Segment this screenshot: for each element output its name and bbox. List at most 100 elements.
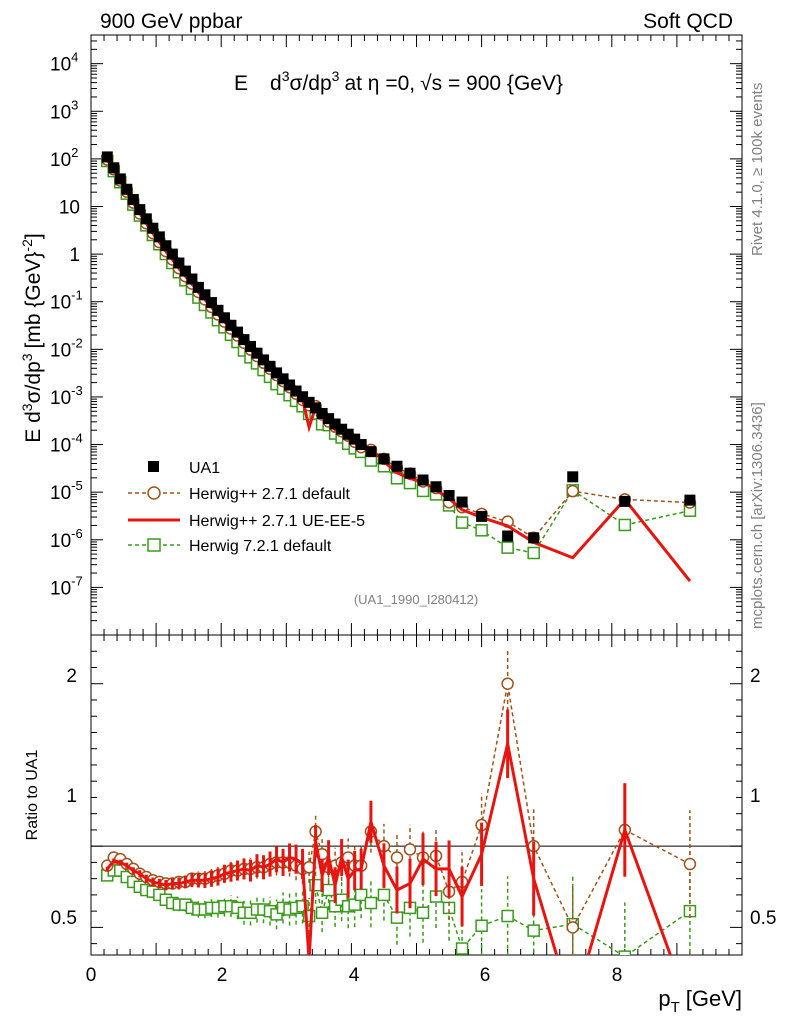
ratio-marker-h7-default: [527, 924, 540, 937]
marker-hpp-default: [566, 484, 579, 498]
data-point-ua1: [316, 407, 328, 419]
y-tick-label: 10-7: [50, 573, 83, 599]
data-point-ua1: [336, 423, 348, 435]
header-left: 900 GeV ppbar: [100, 10, 242, 33]
ratio-y-axis-title: Ratio to UA1: [24, 750, 41, 841]
data-point-ua1: [297, 391, 309, 403]
ratio-marker-h7-default: [618, 950, 632, 955]
data-point-ua1: [114, 173, 126, 185]
data-point-ua1: [342, 428, 354, 440]
data-point-ua1: [303, 396, 315, 408]
data-point-ua1: [212, 304, 224, 316]
ratio-marker-hpp-default: [566, 921, 579, 934]
data-point-ua1: [205, 297, 217, 309]
marker-h7-default: [618, 518, 632, 532]
y-tick-label-exponent: -6: [71, 526, 83, 541]
x-axis-title-sub: T: [671, 999, 680, 1016]
marker-h7-default: [527, 546, 540, 560]
data-point-ua1: [153, 231, 165, 243]
data-point-ua1: [192, 281, 204, 293]
ylabel-part-d: ]: [22, 233, 45, 239]
data-point-ua1: [378, 453, 390, 465]
data-point-ua1: [244, 340, 256, 352]
title-part-c: σ/dp: [290, 72, 332, 95]
ylabel-sup-a: 3: [19, 403, 35, 411]
data-point-ua1: [147, 222, 159, 234]
ratio-y-tick-label-0p5-right: 0.5: [750, 908, 776, 929]
ylabel-part-a: E d: [22, 411, 45, 443]
data-point-ua1: [310, 402, 322, 414]
ylabel-part-c: [mb {GeV}: [22, 252, 45, 349]
data-point-ua1: [277, 373, 289, 385]
data-point-ua1: [218, 312, 230, 324]
y-tick-label-exponent: -3: [71, 383, 83, 398]
y-tick-label: 104: [50, 50, 78, 76]
data-point-ua1: [404, 467, 416, 479]
y-tick-label: 102: [50, 145, 78, 171]
data-point-ua1: [329, 418, 341, 430]
ratio-marker-h7-default: [322, 883, 335, 897]
main-y-tick-labels: 10-7 10-6 10-5 10-4 10-3 10-2 10-1 1 10 102 103 104: [50, 50, 83, 600]
data-point-ua1: [430, 481, 442, 493]
ylabel-sup-c: -2: [19, 239, 35, 252]
x-tick-label-6: 6: [480, 965, 491, 986]
title-sup-a: 3: [282, 68, 290, 84]
y-tick-label-exponent: -7: [71, 573, 83, 588]
axis-ticks: [90, 34, 743, 955]
x-tick-label-8: 8: [612, 965, 623, 986]
ratio-marker-hpp-default: [390, 851, 404, 864]
ratio-y-tick-label-2-right: 2: [750, 666, 761, 687]
data-point-ua1: [231, 326, 243, 338]
ratio-y-tick-label-1: 1: [66, 786, 77, 807]
title-part-a: E: [234, 72, 248, 95]
legend-marker-ua1: [148, 461, 159, 472]
data-point-ua1: [355, 439, 367, 451]
y-tick-label-exponent: -4: [71, 431, 83, 446]
ratio-marker-hpp-default: [501, 677, 514, 690]
side-label-upper: Rivet 4.1.0, ≥ 100k events: [749, 83, 766, 256]
data-point-ua1: [101, 151, 113, 163]
data-point-ua1: [443, 490, 455, 502]
x-axis-title-p: p: [658, 986, 670, 1011]
header-right: Soft QCD: [643, 10, 733, 33]
data-point-ua1: [271, 367, 283, 379]
data-point-ua1: [166, 248, 178, 260]
data-point-ua1: [264, 360, 276, 372]
data-point-ua1: [567, 471, 579, 483]
legend: UA1 Herwig++ 2.7.1 default Herwig++ 2.7.…: [128, 460, 365, 555]
data-point-ua1: [476, 510, 488, 522]
x-axis-title-unit: [GeV]: [686, 986, 742, 1011]
legend-marker-hpp-default: [147, 486, 161, 500]
data-point-ua1: [284, 379, 296, 391]
x-tick-label-4: 4: [349, 965, 360, 986]
ratio-marker-h7-default: [455, 942, 469, 955]
data-point-ua1: [349, 433, 361, 445]
ratio-marker-h7-default: [416, 906, 430, 920]
side-label-lower: mcplots.cern.ch [arXiv:1306.3436]: [749, 402, 766, 629]
data-point-ua1: [121, 183, 133, 195]
legend-label-h7-default: Herwig 7.2.1 default: [189, 538, 332, 555]
ratio-y-tick-label-0p5: 0.5: [51, 908, 77, 929]
x-tick-label-0: 0: [86, 965, 97, 986]
data-point-ua1: [160, 240, 172, 252]
data-point-ua1: [290, 385, 302, 397]
y-tick-label: 1: [69, 245, 80, 266]
x-axis-title: pT [GeV]: [658, 986, 742, 1016]
y-tick-label: 10-6: [50, 526, 83, 552]
data-point-ua1: [251, 347, 263, 359]
ratio-marker-h7-default: [390, 911, 404, 924]
y-tick-label: 10-3: [50, 383, 83, 409]
data-point-ua1: [186, 273, 198, 285]
ylabel-part-b: σ/dp: [22, 361, 45, 403]
data-point-ua1: [199, 289, 211, 301]
data-point-ua1: [502, 530, 514, 542]
data-point-ua1: [323, 413, 335, 425]
data-point-ua1: [684, 494, 696, 506]
y-tick-label-exponent: -5: [71, 478, 83, 493]
ratio-marker-h7-default: [270, 908, 283, 921]
data-point-ua1: [173, 257, 185, 269]
y-tick-label: 10-4: [50, 431, 83, 457]
title-part-d: at η =0,: [344, 72, 415, 95]
